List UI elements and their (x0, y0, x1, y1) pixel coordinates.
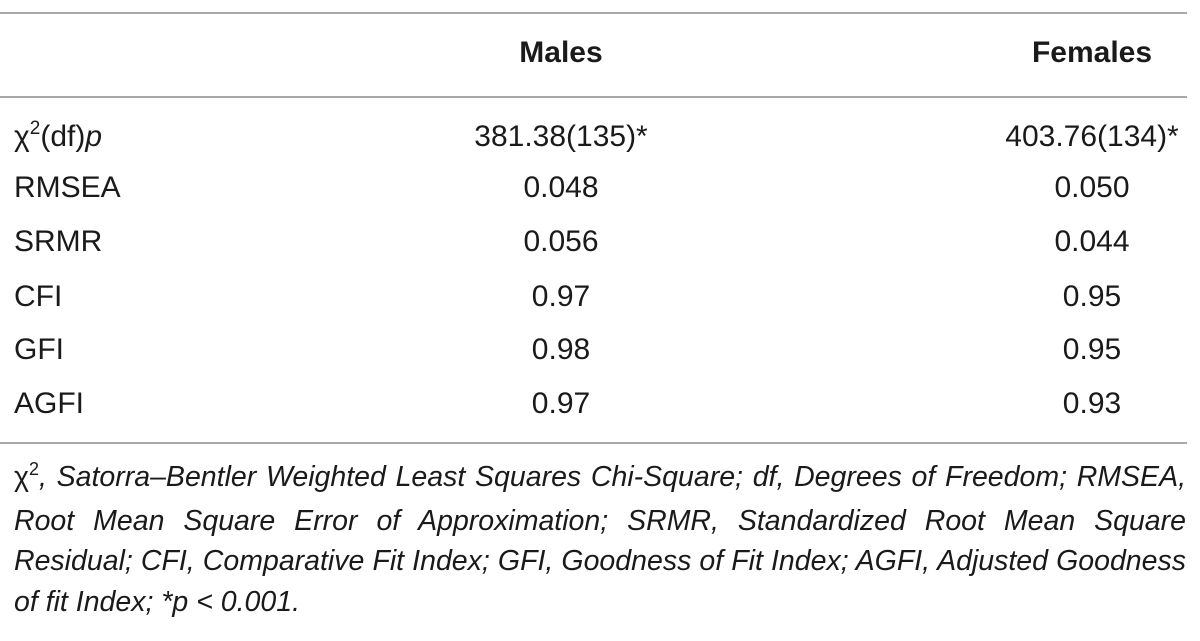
row-label: SRMR (14, 225, 103, 258)
table-top-rule (0, 12, 1187, 14)
cell-males: 381.38(135)* (474, 120, 648, 153)
row-label: GFI (14, 333, 64, 366)
column-header-males: Males (519, 36, 603, 69)
cell-females: 403.76(134)* (1005, 120, 1179, 153)
cell-females: 0.050 (1054, 171, 1130, 204)
cell-females: 0.95 (1062, 280, 1122, 313)
table-bottom-rule (0, 442, 1187, 444)
cell-females: 0.93 (1062, 387, 1122, 420)
table-footnote: χ2, Satorra–Bentler Weighted Least Squar… (14, 459, 1186, 618)
cell-males: 0.98 (531, 333, 591, 366)
cell-females: 0.95 (1062, 333, 1122, 366)
cell-males: 0.97 (531, 280, 591, 313)
row-label: CFI (14, 280, 63, 313)
cell-males: 0.056 (523, 225, 599, 258)
header-rule (0, 96, 1187, 98)
cell-males: 0.97 (531, 387, 591, 420)
row-label: AGFI (14, 387, 85, 420)
row-label: RMSEA (14, 171, 121, 204)
column-header-females: Females (1031, 36, 1153, 69)
cell-females: 0.044 (1054, 225, 1130, 258)
cell-males: 0.048 (523, 171, 599, 204)
row-label-chi-square: χ2(df)p (14, 118, 103, 153)
